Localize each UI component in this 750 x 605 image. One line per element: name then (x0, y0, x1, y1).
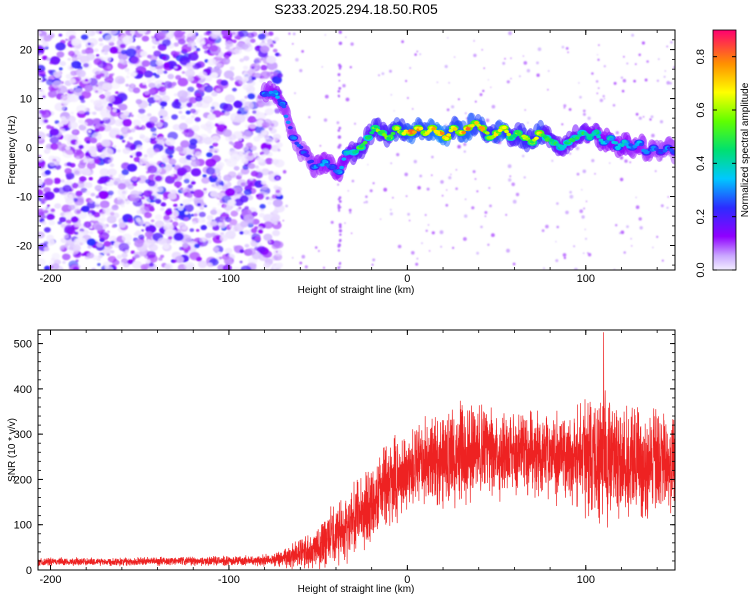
spectrogram-frame (37, 29, 676, 271)
snr-frame (37, 329, 676, 571)
y-tick-label: 20 (20, 45, 32, 57)
snr-ticks: -200 -100 0 100 0 100 200 300 400 500 (14, 330, 675, 586)
chart-title: S233.2025.294.18.50.R05 (274, 1, 438, 17)
colorbar-tick-label: 0.6 (695, 102, 707, 117)
x-tick-label: -200 (39, 574, 61, 586)
x-tick-label: -100 (218, 273, 240, 285)
snr-xlabel: Height of straight line (km) (298, 584, 415, 595)
y-tick-label: 0 (26, 143, 32, 155)
y-tick-label: -20 (16, 241, 32, 253)
colorbar-gradient (712, 29, 737, 271)
spectrogram-ylabel: Frequency (Hz) (7, 116, 18, 185)
y-tick-label: -10 (16, 192, 32, 204)
y-tick-label: 10 (20, 94, 32, 106)
colorbar-tick-label: 0.2 (695, 209, 707, 224)
x-tick-label: 100 (577, 273, 595, 285)
colorbar-tick-label: 0.8 (695, 49, 707, 64)
noise-texture (38, 30, 675, 270)
x-tick-label: 0 (404, 273, 410, 285)
y-tick-label: 500 (14, 339, 32, 351)
spectrogram-xlabel: Height of straight line (km) (298, 285, 415, 296)
x-tick-label: 100 (577, 574, 595, 586)
x-tick-label: -200 (39, 273, 61, 285)
signal-trace (259, 80, 675, 182)
x-tick-label: -100 (218, 574, 240, 586)
colorbar-tick-label: 0.4 (695, 156, 707, 171)
snr-plot-area (38, 332, 675, 570)
y-tick-label: 0 (26, 565, 32, 577)
y-tick-label: 100 (14, 520, 32, 532)
colorbar-label: Normalized spectral amplitude (740, 82, 750, 217)
snr-series-line (38, 332, 675, 570)
colorbar-ticks: 0.0 0.2 0.4 0.6 0.8 (695, 49, 736, 278)
colorbar-tick-label: 0.0 (695, 262, 707, 277)
snr-ylabel: SNR (10 * v/v) (7, 418, 18, 482)
snr-panel: -200 -100 0 100 0 100 200 300 400 500 Height of s… (7, 329, 676, 595)
y-tick-label: 300 (14, 429, 32, 441)
y-tick-label: 400 (14, 384, 32, 396)
y-tick-label: 200 (14, 474, 32, 486)
x-tick-label: 0 (404, 574, 410, 586)
colorbar: 0.0 0.2 0.4 0.6 0.8 Normalized spectral ampl… (695, 29, 750, 278)
spectrogram-plot-area (38, 30, 675, 270)
